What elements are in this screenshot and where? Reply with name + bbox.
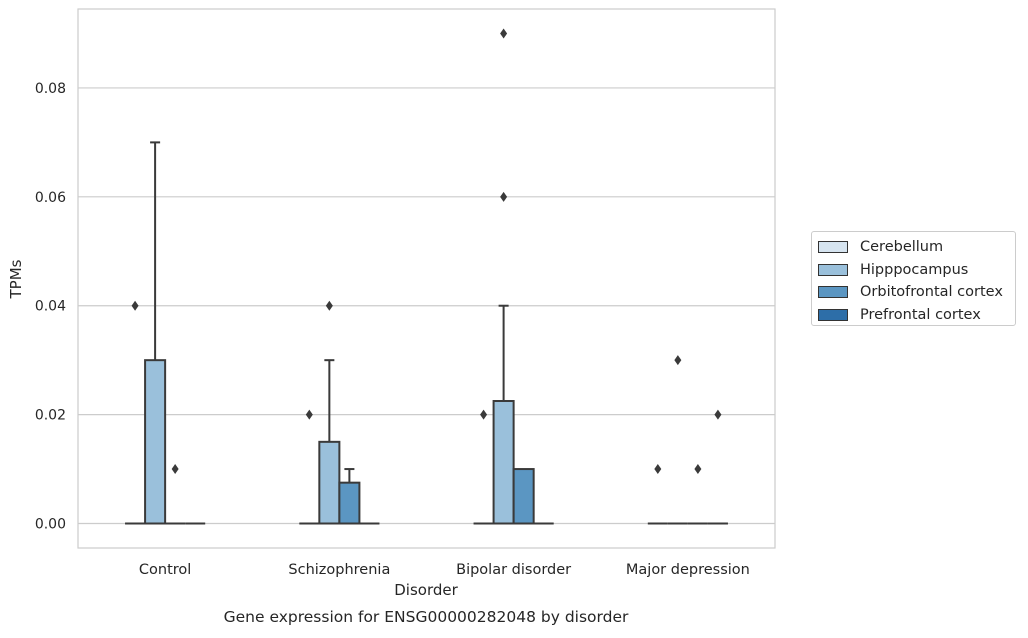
box-2-1 (492, 28, 515, 525)
outlier-point (674, 355, 682, 366)
legend-item-cerebellum: Cerebellum (818, 236, 1015, 259)
legend-swatch (818, 241, 848, 254)
box-3-0 (647, 464, 668, 525)
legend-label: Hipppocampus (860, 261, 969, 278)
outlier-point (714, 409, 722, 420)
box-2-2 (512, 468, 535, 525)
box-0-2 (165, 464, 186, 525)
y-tick-label: 0.08 (35, 81, 66, 97)
legend-swatch (818, 308, 848, 321)
legend-label: Prefrontal cortex (860, 306, 981, 323)
legend-label: Orbitofrontal cortex (860, 284, 1003, 301)
legend-swatch (818, 263, 848, 276)
y-axis-label: TPMs (7, 259, 25, 299)
box-0-0 (125, 300, 146, 525)
outlier-point (131, 300, 139, 311)
x-tick-label: Control (139, 562, 191, 578)
chart-title: Gene expression for ENSG00000282048 by d… (224, 608, 629, 626)
x-tick-label: Schizophrenia (288, 562, 390, 578)
box-0-1 (144, 141, 167, 525)
x-axis-label: Disorder (394, 581, 458, 599)
x-tick-label: Major depression (626, 562, 750, 578)
outlier-point (694, 464, 702, 475)
box-1-1 (318, 300, 341, 525)
box-body (318, 440, 341, 525)
boxes (125, 28, 728, 525)
outlier-point (305, 409, 313, 420)
box-1-2 (338, 468, 361, 525)
y-tick-labels: 0.00 0.02 0.04 0.06 0.08 (35, 81, 66, 533)
outlier-point (171, 464, 179, 475)
outlier-point (500, 28, 508, 39)
x-tick-labels: Control Schizophrenia Bipolar disorder Majo… (139, 562, 750, 578)
y-tick-label: 0.00 (35, 517, 66, 533)
y-tick-label: 0.06 (35, 190, 66, 206)
x-tick-label: Bipolar disorder (456, 562, 571, 578)
legend-swatch (818, 286, 848, 299)
box-body (492, 400, 515, 525)
legend-label: Cerebellum (860, 239, 944, 256)
outlier-point (500, 191, 508, 202)
legend: Cerebellum Hipppocampus Orbitofrontal co… (811, 231, 1016, 326)
outlier-point (325, 300, 333, 311)
y-tick-label: 0.02 (35, 408, 66, 424)
box-body (144, 359, 167, 525)
box-2-0 (473, 409, 494, 525)
legend-item-orbitofrontal-cortex: Orbitofrontal cortex (818, 281, 1015, 304)
box-1-0 (299, 409, 320, 525)
box-3-2 (687, 464, 708, 525)
legend-item-hippocampus: Hipppocampus (818, 259, 1015, 282)
outlier-point (654, 464, 662, 475)
box-3-1 (667, 355, 688, 525)
plot-area (77, 8, 776, 549)
box-body (338, 481, 361, 525)
legend-item-prefrontal-cortex: Prefrontal cortex (818, 304, 1015, 327)
box-body (512, 468, 535, 525)
box-3-3 (707, 409, 728, 525)
y-tick-label: 0.04 (35, 299, 66, 315)
outlier-point (480, 409, 488, 420)
